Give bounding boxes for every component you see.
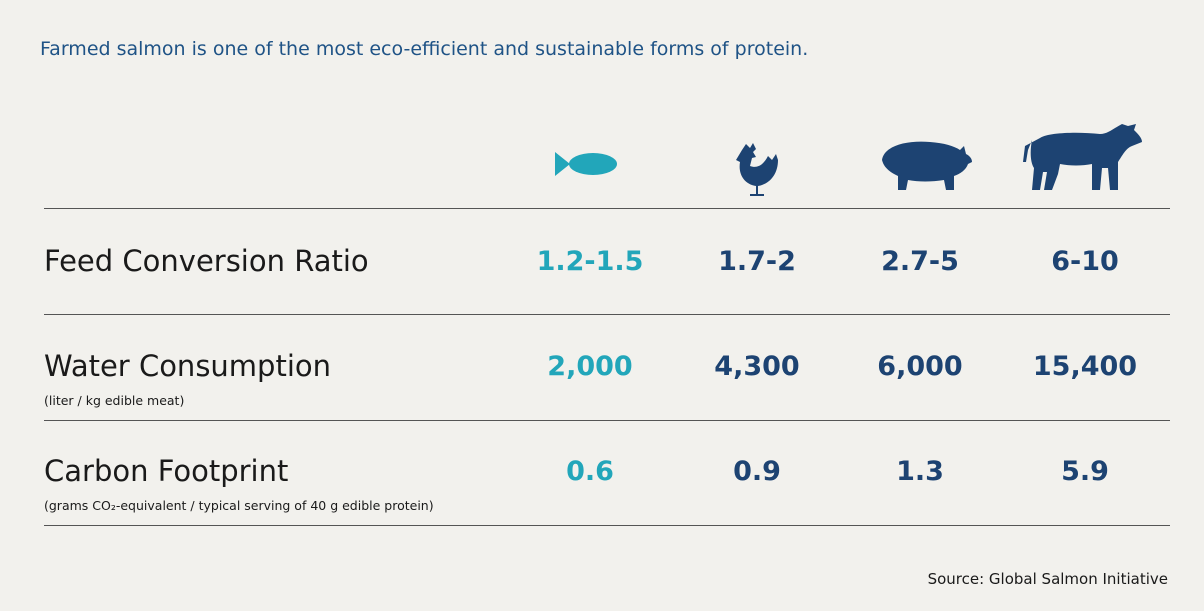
divider (44, 208, 1170, 209)
fish-icon (555, 152, 617, 176)
row-note: (grams CO₂-equivalent / typical serving … (44, 498, 434, 513)
cell-value: 1.2-1.5 (536, 246, 644, 277)
divider (44, 314, 1170, 315)
cell-value: 0.6 (566, 456, 614, 487)
cell-value: 15,400 (1032, 351, 1138, 382)
cell-value: 6,000 (877, 351, 963, 382)
source: Source: Global Salmon Initiative (927, 570, 1168, 588)
cell-value: 2.7-5 (881, 246, 959, 277)
cell-value: 1.3 (896, 456, 944, 487)
row-label: Water Consumption (44, 349, 332, 383)
cell-value: 4,300 (714, 351, 800, 382)
title: Farmed salmon is one of the most eco-eff… (40, 38, 809, 60)
cell-value: 2,000 (547, 351, 633, 382)
divider (44, 525, 1170, 526)
row-note: (liter / kg edible meat) (44, 393, 185, 408)
row-label: Carbon Footprint (44, 454, 289, 488)
chicken-icon (736, 143, 778, 196)
cell-value: 1.7-2 (718, 246, 796, 277)
cow-icon (1023, 124, 1142, 190)
divider (44, 420, 1170, 421)
icons (555, 124, 1142, 196)
cell-value: 5.9 (1061, 456, 1109, 487)
pig-icon (882, 141, 972, 190)
cell-value: 6-10 (1051, 246, 1119, 277)
row-label: Feed Conversion Ratio (44, 244, 369, 278)
cell-value: 0.9 (733, 456, 781, 487)
